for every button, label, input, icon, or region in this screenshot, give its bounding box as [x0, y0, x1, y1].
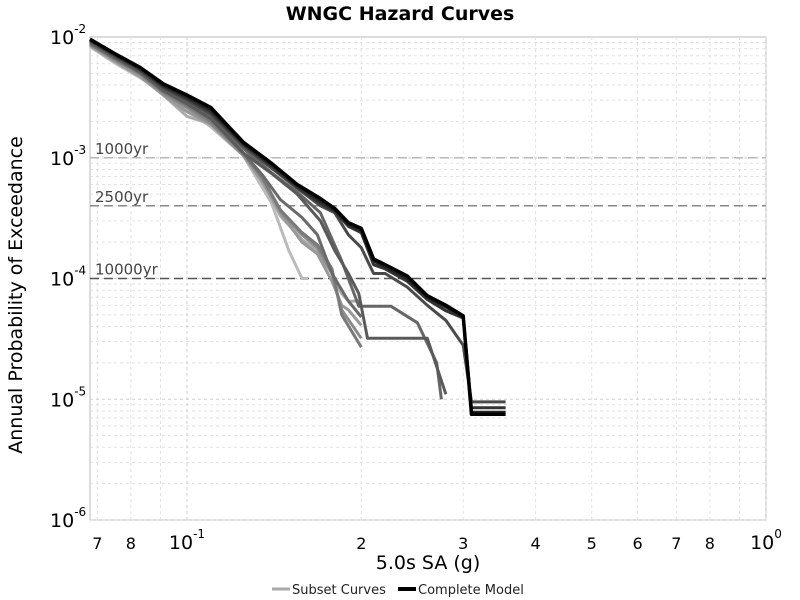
reference-lines: 1000yr 2500yr 10000yr — [90, 140, 766, 280]
y-tick-labels: 10-2 10-3 10-4 10-5 10-6 — [50, 22, 86, 532]
x-tick-labels: 7 8 10-1 2 3 4 5 6 7 8 100 — [92, 527, 782, 554]
x-tick-label: 5 — [587, 534, 597, 553]
hazard-curve — [89, 40, 448, 395]
x-tick-label: 6 — [632, 534, 642, 553]
legend-label: Complete Model — [418, 583, 524, 598]
x-tick-label: 10-1 — [169, 527, 205, 554]
y-tick-label: 10-3 — [50, 143, 86, 170]
hazard-curves — [89, 37, 506, 417]
x-tick-label: 2 — [356, 534, 366, 553]
reference-line-label: 10000yr — [95, 261, 159, 279]
chart-title: WNGC Hazard Curves — [286, 3, 515, 25]
x-tick-label: 4 — [530, 534, 540, 553]
legend-label: Subset Curves — [292, 583, 386, 598]
x-tick-label: 7 — [92, 534, 102, 553]
reference-line-label: 2500yr — [95, 188, 149, 206]
legend: Subset Curves Complete Model — [272, 583, 524, 598]
x-tick-label: 7 — [671, 534, 681, 553]
y-axis-label: Annual Probability of Exceedance — [5, 136, 27, 454]
x-tick-label: 100 — [750, 527, 782, 554]
x-tick-label: 8 — [126, 534, 136, 553]
x-axis-label: 5.0s SA (g) — [376, 552, 481, 574]
x-tick-label: 3 — [458, 534, 468, 553]
reference-line-label: 1000yr — [95, 140, 149, 158]
y-tick-label: 10-5 — [50, 384, 86, 411]
x-tick-label: 8 — [705, 534, 715, 553]
hazard-curve — [89, 37, 506, 417]
y-tick-label: 10-2 — [50, 22, 86, 49]
y-tick-label: 10-6 — [50, 505, 86, 532]
y-tick-label: 10-4 — [50, 264, 86, 291]
